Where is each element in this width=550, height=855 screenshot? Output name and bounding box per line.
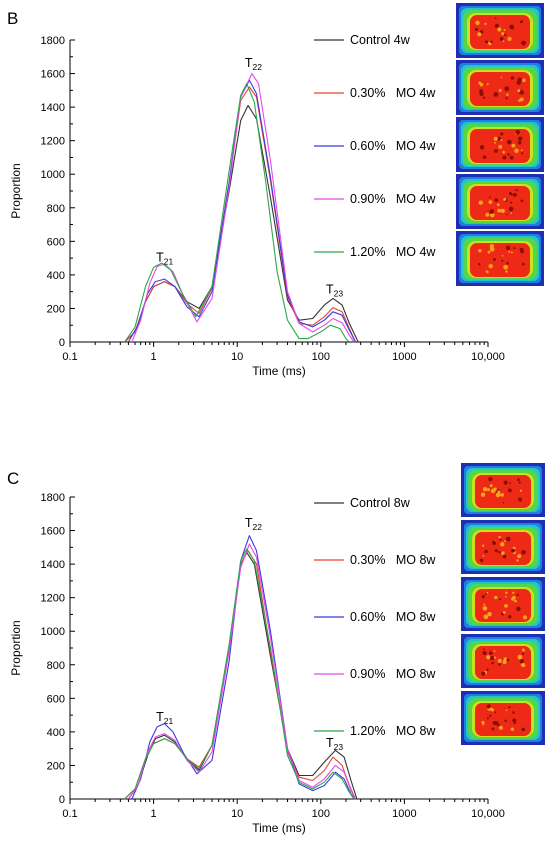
- legend-label: 0.90% MO 4w: [350, 192, 436, 206]
- y-tick-label: 800: [47, 203, 65, 215]
- y-tick-label: 600: [47, 236, 65, 248]
- chart-c-svg: C 0 200 400 600 800 1000 1200 1400 1600 1800 0.1 1 10…: [7, 463, 545, 835]
- chart-panel-b: B 0 200 400 600 800 1000 1200 1400 1600 1800 0.1 1 10…: [0, 0, 550, 400]
- y-tick-label: 400: [47, 270, 65, 282]
- y-tick-label: 0: [59, 337, 65, 349]
- series-line: [124, 550, 357, 800]
- y-tick-label: 1400: [41, 559, 65, 571]
- legend-label: 0.30% MO 8w: [350, 553, 436, 567]
- y-tick-label: 200: [47, 760, 65, 772]
- y-tick-label: 1000: [41, 626, 65, 638]
- y-tick-label: 1600: [41, 69, 65, 81]
- panel-letter: B: [7, 9, 18, 28]
- heatmap-thumbnail: [456, 174, 544, 229]
- legend-label: 0.60% MO 8w: [350, 610, 436, 624]
- series-line: [124, 104, 359, 343]
- heatmap-thumbnail: [461, 463, 545, 517]
- x-tick-label: 10,000: [471, 351, 505, 363]
- legend-label: Control 8w: [350, 496, 411, 510]
- x-tick-label: 100: [312, 351, 330, 363]
- chart-panel-c: C 0 200 400 600 800 1000 1200 1400 1600 1800 0.1 1 10…: [0, 455, 550, 855]
- peak-label: T21: [156, 250, 173, 266]
- series-line: [127, 551, 358, 800]
- series-line: [131, 535, 356, 800]
- y-tick-label: 1400: [41, 102, 65, 114]
- x-tick-label: 1000: [392, 808, 416, 820]
- peak-label: T21: [156, 710, 173, 726]
- legend-label: 0.90% MO 8w: [350, 667, 436, 681]
- heatmap-thumbnail: [456, 231, 544, 286]
- y-tick-label: 1800: [41, 492, 65, 504]
- y-axis-label: Proportion: [9, 163, 23, 218]
- y-tick-label: 200: [47, 303, 65, 315]
- series-line: [127, 543, 356, 800]
- heatmap-thumbnail: [456, 60, 544, 115]
- series-line: [124, 83, 350, 343]
- x-tick-label: 0.1: [62, 351, 77, 363]
- x-axis-label: Time (ms): [252, 821, 306, 835]
- heatmap-thumbnail: [456, 117, 544, 172]
- series-line: [124, 86, 357, 343]
- peak-label: T22: [245, 56, 262, 72]
- legend-label: 1.20% MO 8w: [350, 724, 436, 738]
- x-axis-label: Time (ms): [252, 364, 306, 378]
- heatmap-thumbnail: [461, 634, 545, 688]
- y-tick-label: 1200: [41, 136, 65, 148]
- y-tick-label: 0: [59, 794, 65, 806]
- series-line: [124, 548, 355, 800]
- heatmap-thumbnail: [461, 577, 545, 631]
- legend-label: 1.20% MO 4w: [350, 245, 436, 259]
- heatmap-thumbnail: [461, 691, 545, 745]
- series-line: [127, 79, 356, 343]
- y-tick-label: 1800: [41, 35, 65, 47]
- x-tick-label: 1000: [392, 351, 416, 363]
- y-axis-label: Proportion: [9, 620, 23, 675]
- legend-label: Control 4w: [350, 33, 411, 47]
- legend-label: 0.30% MO 4w: [350, 86, 436, 100]
- heatmap-thumbnail: [461, 520, 545, 574]
- x-tick-label: 10: [231, 351, 243, 363]
- heatmap-thumbnail: [456, 3, 544, 58]
- peak-label: T22: [245, 516, 262, 532]
- y-tick-label: 800: [47, 660, 65, 672]
- panel-letter: C: [7, 469, 19, 488]
- x-tick-label: 0.1: [62, 808, 77, 820]
- x-tick-label: 1: [151, 808, 157, 820]
- x-tick-label: 10: [231, 808, 243, 820]
- peak-label: T23: [326, 736, 343, 752]
- chart-b-svg: B 0 200 400 600 800 1000 1200 1400 1600 1800 0.1 1 10…: [7, 3, 544, 378]
- peak-label: T23: [326, 282, 343, 298]
- y-tick-label: 1200: [41, 593, 65, 605]
- y-tick-label: 600: [47, 693, 65, 705]
- y-tick-label: 400: [47, 727, 65, 739]
- series-line: [131, 73, 355, 343]
- legend-label: 0.60% MO 4w: [350, 139, 436, 153]
- x-tick-label: 100: [312, 808, 330, 820]
- y-tick-label: 1600: [41, 526, 65, 538]
- x-tick-label: 1: [151, 351, 157, 363]
- x-tick-label: 10,000: [471, 808, 505, 820]
- y-tick-label: 1000: [41, 169, 65, 181]
